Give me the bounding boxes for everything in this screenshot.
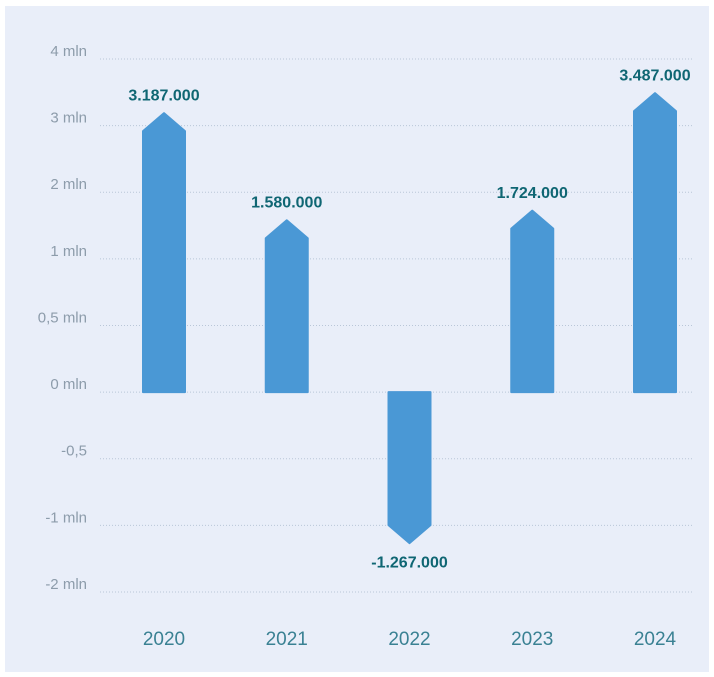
x-tick-label: 2022 [388, 629, 430, 650]
x-tick-label: 2021 [266, 629, 308, 650]
y-tick-label: -2 mln [45, 576, 87, 593]
bar [387, 391, 432, 545]
y-tick-label: 0 mln [50, 376, 87, 393]
bar [633, 92, 677, 394]
y-tick-label: 3 mln [50, 110, 87, 127]
y-tick-label: 0,5 mln [38, 309, 87, 326]
y-tick-label: -0,5 [61, 443, 87, 460]
y-tick-label: 2 mln [50, 176, 87, 193]
value-label: 1.580.000 [251, 194, 322, 211]
bar [142, 112, 186, 394]
y-tick-label: -1 mln [45, 509, 87, 526]
y-tick-label: 4 mln [50, 43, 87, 60]
panel [5, 6, 709, 672]
value-label: 1.724.000 [497, 185, 568, 202]
y-tick-label: 1 mln [50, 243, 87, 260]
value-label: 3.487.000 [619, 67, 690, 84]
x-tick-label: 2024 [634, 629, 677, 650]
x-tick-label: 2020 [143, 629, 185, 650]
bar [510, 209, 555, 394]
value-label: -1.267.000 [371, 554, 448, 571]
value-label: 3.187.000 [128, 87, 199, 104]
x-tick-label: 2023 [511, 629, 553, 650]
bar [264, 219, 309, 394]
